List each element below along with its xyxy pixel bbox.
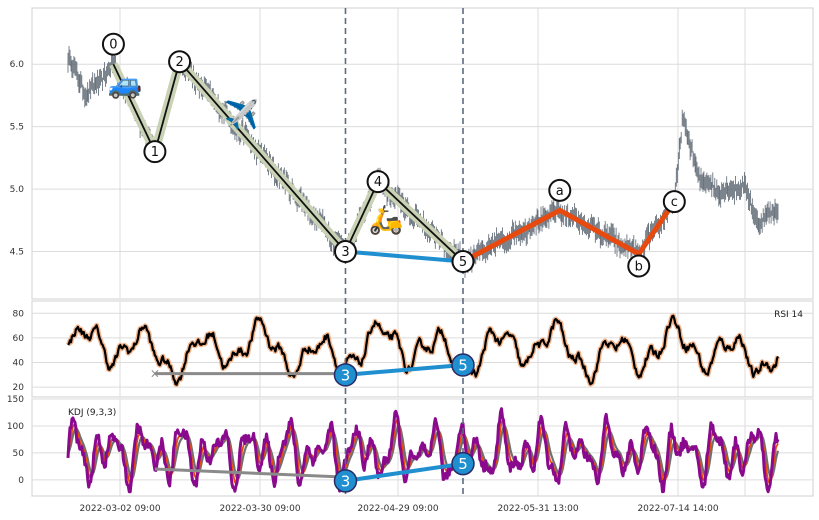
cross-marker: × xyxy=(150,367,160,381)
divergence-marker-label: 3 xyxy=(341,366,351,384)
kdj-series xyxy=(66,407,780,494)
wave-marker xyxy=(548,178,572,202)
wave-marker xyxy=(451,250,475,274)
wave-label: 5 xyxy=(459,255,467,270)
divergence-line xyxy=(345,249,464,264)
x-tick-label: 2022-04-29 09:00 xyxy=(357,504,438,514)
x-tick-label: 2022-03-02 09:00 xyxy=(79,504,160,514)
y-tick-label: 20 xyxy=(13,383,25,393)
indicator-divergence-line xyxy=(345,461,464,483)
rsi-panel-label: RSI 14 xyxy=(774,310,803,320)
wave-marker xyxy=(333,240,357,264)
y-tick-label: 5.0 xyxy=(10,185,25,195)
trend-line xyxy=(461,200,677,264)
divergence-marker xyxy=(451,353,475,377)
scooter-icon: 🛵 xyxy=(369,203,404,236)
wave-label: 2 xyxy=(175,55,183,70)
overlays: × 3 5 3 5 0 1 2 3 4 5 a b c 🚙 ✈️ 🛵 xyxy=(101,8,686,496)
y-tick-label: 150 xyxy=(7,395,24,405)
divergence-marker-label: 3 xyxy=(341,472,351,490)
kdj-j-line xyxy=(66,407,780,494)
axis-labels: 2022-03-02 09:00 2022-03-30 09:00 2022-04-… xyxy=(7,60,719,514)
airplane-icon: ✈️ xyxy=(224,97,259,131)
wave-label: 3 xyxy=(341,245,349,260)
x-tick-label: 2022-03-30 09:00 xyxy=(219,504,300,514)
trend-line xyxy=(377,180,464,263)
wave-marker xyxy=(627,254,651,278)
wave-label: 4 xyxy=(374,175,382,190)
wave-label: c xyxy=(671,195,678,210)
wave-marker xyxy=(101,32,125,56)
kdj-panel-label: KDJ (9,3,3) xyxy=(68,408,116,418)
divergence-marker xyxy=(333,363,358,387)
wave-label: 0 xyxy=(109,38,117,53)
wave-label: b xyxy=(635,260,643,275)
y-tick-label: 6.0 xyxy=(10,60,25,70)
y-tick-label: 50 xyxy=(13,449,25,459)
indicator-divergence-line xyxy=(345,363,464,377)
y-tick-label: 60 xyxy=(13,334,25,344)
y-tick-label: 80 xyxy=(13,309,25,319)
wave-marker xyxy=(143,140,167,164)
divergence-marker-label: 5 xyxy=(458,455,468,473)
car-icon: 🚙 xyxy=(108,67,143,100)
x-tick-label: 2022-05-31 13:00 xyxy=(497,504,578,514)
rsi-series xyxy=(65,313,781,388)
rsi-line xyxy=(67,314,780,386)
wave-marker xyxy=(366,170,390,194)
y-tick-label: 0 xyxy=(18,476,24,486)
wave-label: a xyxy=(556,184,564,199)
divergence-marker xyxy=(333,469,358,493)
y-tick-label: 100 xyxy=(7,422,24,432)
wave-label: 1 xyxy=(151,145,159,160)
support-line xyxy=(154,467,346,479)
wave-marker xyxy=(662,190,686,214)
divergence-marker-label: 5 xyxy=(458,357,468,375)
y-tick-label: 40 xyxy=(13,359,25,369)
y-tick-label: 4.5 xyxy=(10,248,24,258)
wave-marker xyxy=(168,50,192,74)
divergence-marker xyxy=(451,451,475,476)
x-tick-label: 2022-07-14 14:00 xyxy=(637,504,718,514)
y-tick-label: 5.5 xyxy=(10,123,24,133)
